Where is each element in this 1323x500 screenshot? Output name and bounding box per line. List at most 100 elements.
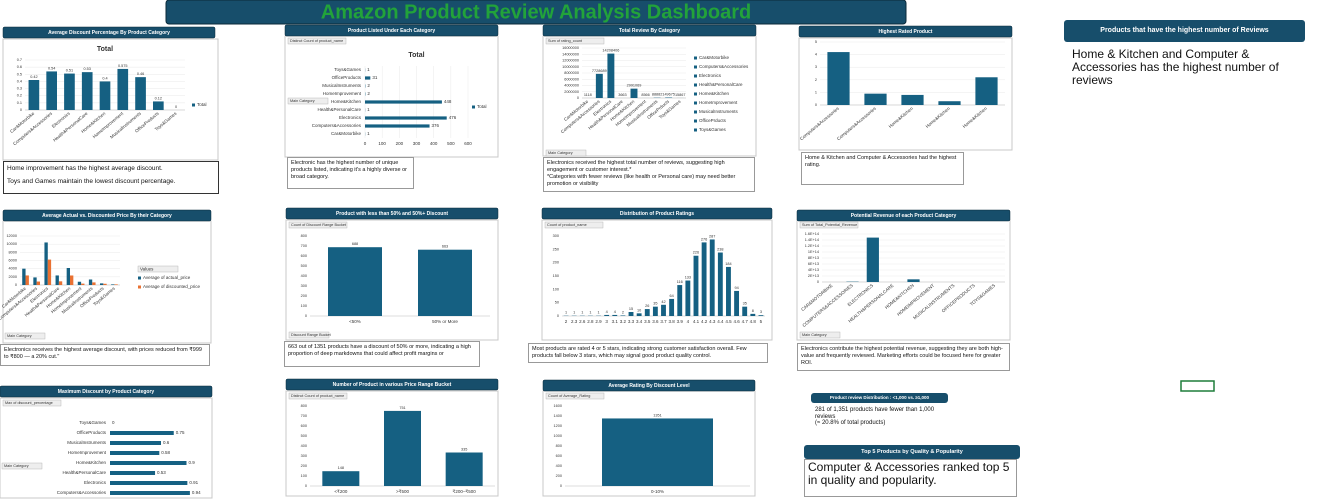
data-label: 276 xyxy=(701,237,707,241)
filter-label: Main Category xyxy=(548,151,573,155)
data-label: 2991069 xyxy=(627,84,642,88)
note-line: Most products are rated 4 or 5 stars, in… xyxy=(532,346,747,359)
data-label: 1 xyxy=(581,311,583,315)
data-label: 1 xyxy=(367,107,370,112)
x-tick-label: 2 xyxy=(565,319,568,324)
y-tick-label: 1.2E+14 xyxy=(805,244,819,248)
y-tick-label: 8000 xyxy=(9,250,17,254)
x-tick-label: 3.4 xyxy=(636,319,643,324)
data-label: 1118 xyxy=(584,93,592,97)
bar xyxy=(365,116,447,120)
y-tick-label: Electronics xyxy=(84,480,107,485)
bar xyxy=(25,275,29,285)
y-tick-label: 1E+14 xyxy=(808,250,819,254)
panel-header xyxy=(542,379,756,392)
x-tick-label: 4.8 xyxy=(750,319,757,324)
y-tick-label: 12000000 xyxy=(562,59,579,63)
y-tick-label: 1 xyxy=(815,90,817,94)
data-label: 10 xyxy=(637,308,641,312)
data-label: 0.51 xyxy=(66,69,73,73)
bar xyxy=(661,304,666,316)
data-label: 376 xyxy=(432,123,440,128)
data-label: 335 xyxy=(461,448,467,452)
y-tick-label: Toys&Games xyxy=(79,420,107,425)
bar xyxy=(110,491,190,495)
note-line: *Categories with fewer reviews (like hea… xyxy=(547,174,736,187)
insight-note: Home & Kitchen and Computer & Accessorie… xyxy=(801,152,964,185)
data-label: 42 xyxy=(661,300,665,304)
y-tick-label: 100 xyxy=(553,287,559,291)
field-button xyxy=(288,221,348,229)
filter-button xyxy=(288,331,330,339)
y-tick-label: OfficeProducts xyxy=(77,430,107,435)
data-label: 0.91 xyxy=(189,480,198,485)
y-tick-label: 800 xyxy=(301,234,307,238)
legend-label: Computers&Accessories xyxy=(699,64,749,69)
bar xyxy=(445,452,483,486)
x-tick-label: 3.7 xyxy=(660,319,667,324)
data-label: 3 xyxy=(760,310,762,314)
bar xyxy=(701,242,707,316)
bar xyxy=(44,242,48,285)
y-tick-label: 500 xyxy=(301,264,307,268)
bar xyxy=(55,275,59,285)
field-label: Count of Discount Range Bucket xyxy=(291,223,347,227)
dashboard-title: Amazon Product Review Analysis Dashboard xyxy=(321,1,751,23)
data-label: 0.12 xyxy=(155,96,162,100)
bar xyxy=(110,451,160,455)
y-tick-label: 14000000 xyxy=(562,52,579,56)
panel-title: Highest Rated Product xyxy=(879,29,933,35)
data-label: 1 xyxy=(367,67,370,72)
insight-note: Electronics receives the highest average… xyxy=(0,344,210,366)
data-label: 1351 xyxy=(653,413,661,417)
highlight-text: Home & Kitchen and Computer & Accessorie… xyxy=(1072,47,1302,88)
y-tick-label: MusicalInstruments xyxy=(322,83,362,88)
panel-header xyxy=(798,25,1013,38)
x-tick-label: 4.2 xyxy=(701,319,708,324)
x-tick-label: 4 xyxy=(687,319,690,324)
data-label: 2 xyxy=(367,83,370,88)
y-tick-label: 0.2 xyxy=(17,94,22,98)
data-label: 35 xyxy=(653,302,657,306)
data-label: 184 xyxy=(725,262,731,266)
y-tick-label: 400 xyxy=(301,274,307,278)
y-tick-label: 5 xyxy=(815,40,817,44)
y-tick-label: Home&Kitchen xyxy=(331,99,362,104)
y-tick-label: 300 xyxy=(301,284,307,288)
y-tick-label: Health&PersonalCare xyxy=(317,107,361,112)
bar xyxy=(110,431,174,435)
x-tick-label: 2.9 xyxy=(595,319,602,324)
y-tick-label: 0.4 xyxy=(17,79,22,83)
y-tick-label: 600 xyxy=(556,454,562,458)
filter-button xyxy=(4,332,46,340)
bar xyxy=(81,72,93,110)
data-label: 7728689 xyxy=(592,69,607,73)
field-label: Distinct Count of product_name xyxy=(291,394,344,398)
bar xyxy=(742,306,748,316)
legend-label: Health&PersonalCare xyxy=(699,82,743,87)
y-tick-label: 8000000 xyxy=(564,71,579,75)
panel-header xyxy=(2,26,216,39)
y-tick-label: 0 xyxy=(815,103,817,107)
note-line: Electronics contribute the highest poten… xyxy=(801,346,1003,366)
legend-label: Average of discounted_price xyxy=(143,284,200,289)
bar xyxy=(58,281,63,285)
x-tick-label: 4.1 xyxy=(693,319,700,324)
bar xyxy=(384,410,421,486)
data-label: 2 xyxy=(367,91,370,96)
data-label: 0.4 xyxy=(102,76,107,80)
legend-swatch xyxy=(694,101,697,105)
x-tick-label: 2.8 xyxy=(587,319,594,324)
x-tick-label: 0 xyxy=(364,141,367,146)
bar xyxy=(22,268,26,285)
data-label: 26 xyxy=(645,304,649,308)
x-tick-label: 400 xyxy=(430,141,438,146)
bar xyxy=(117,68,129,110)
data-label: 226 xyxy=(693,251,699,255)
y-tick-label: 50 xyxy=(555,301,559,305)
bar xyxy=(103,283,107,285)
y-tick-label: 1600 xyxy=(554,404,562,408)
y-tick-label: Computers&Accessories xyxy=(57,490,107,495)
bar xyxy=(99,81,111,110)
x-tick-label: 3.5 xyxy=(644,319,651,324)
